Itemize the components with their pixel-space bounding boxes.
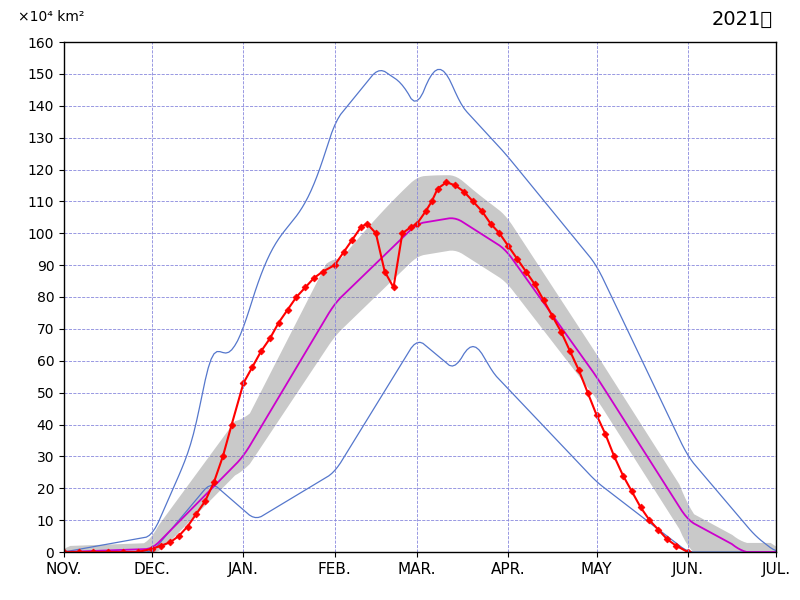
Text: 2021年: 2021年: [711, 10, 773, 29]
Text: ×10⁴ km²: ×10⁴ km²: [18, 10, 84, 24]
